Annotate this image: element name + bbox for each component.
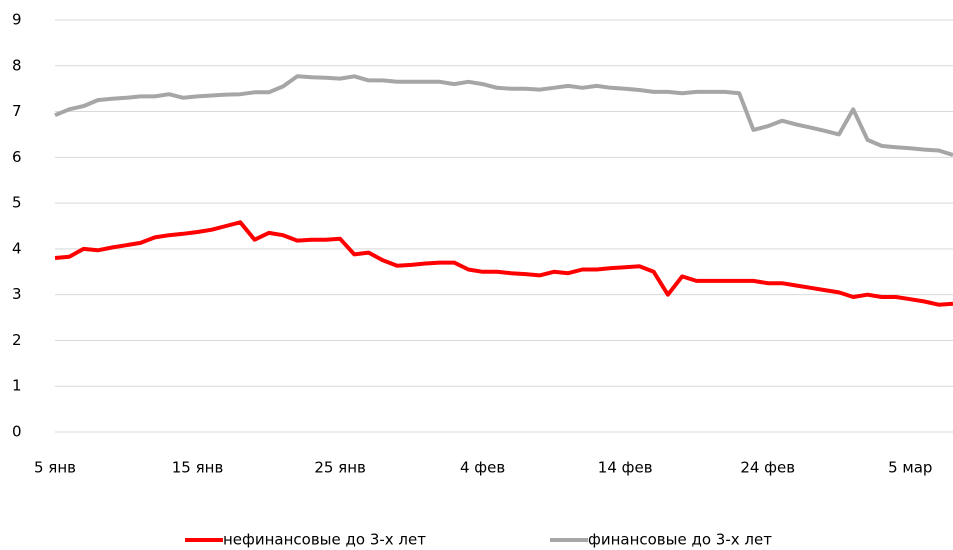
y-tick-label: 6 <box>12 148 22 166</box>
y-tick-label: 7 <box>12 102 22 120</box>
series-line <box>54 220 953 307</box>
y-tick-label: 0 <box>12 423 22 441</box>
y-tick-label: 1 <box>12 377 22 395</box>
x-tick-label: 4 фев <box>460 459 505 477</box>
y-tick-label: 8 <box>12 56 22 74</box>
x-tick-label: 5 мар <box>888 459 932 477</box>
y-tick-label: 2 <box>12 331 22 349</box>
y-tick-label: 3 <box>12 285 22 303</box>
x-tick-label: 25 янв <box>314 459 366 477</box>
x-tick-label: 5 янв <box>34 459 76 477</box>
series-line <box>54 74 953 157</box>
x-tick-label: 24 фев <box>740 459 795 477</box>
x-tick-label: 14 фев <box>598 459 653 477</box>
legend-label: нефинансовые до 3-х лет <box>223 531 426 549</box>
x-tick-label: 15 янв <box>172 459 224 477</box>
y-tick-label: 5 <box>12 194 22 212</box>
legend-label: финансовые до 3-х лет <box>588 531 772 549</box>
y-tick-label: 9 <box>12 11 22 29</box>
y-tick-label: 4 <box>12 239 22 257</box>
